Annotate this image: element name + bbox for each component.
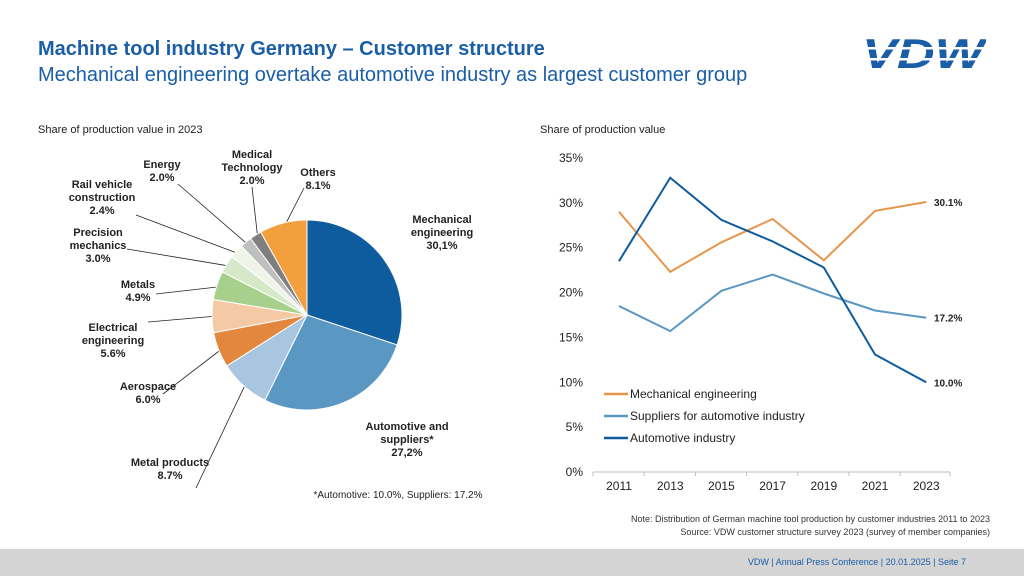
y-tick-label: 25% [559, 241, 583, 255]
pie-footnote: *Automotive: 10.0%, Suppliers: 17.2% [314, 490, 483, 501]
x-tick-label: 2015 [708, 479, 735, 493]
footer-bar: VDW | Annual Press Conference | 20.01.20… [0, 549, 1024, 576]
note-line: Note: Distribution of German machine too… [630, 514, 990, 524]
y-tick-label: 15% [559, 330, 583, 344]
legend-label-suppliers-for-automotive-industry: Suppliers for automotive industry [630, 409, 805, 423]
pie-label-mechanical-engineering: Mechanical engineering 30,1% [411, 214, 473, 252]
page-title: Machine tool industry Germany – Customer… [38, 38, 545, 60]
pie-label-energy: Energy 2.0% [143, 159, 181, 184]
x-tick-label: 2021 [862, 479, 889, 493]
source-note: Note: Distribution of German machine too… [631, 513, 990, 539]
pie-label-rail-vehicle-construction: Rail vehicle construction 2.4% [69, 179, 136, 217]
line-mechanical-engineering [618, 201, 927, 274]
y-tick-label: 35% [559, 151, 583, 165]
pie-label-others: Others 8.1% [300, 167, 335, 192]
pie-caption: Share of production value in 2023 [38, 124, 203, 136]
x-tick-label: 2013 [657, 479, 684, 493]
y-tick-label: 5% [566, 420, 584, 434]
pie-label-electrical-engineering: Electrical engineering 5.6% [82, 322, 144, 360]
series-suppliers-for-automotive-industry [618, 273, 927, 333]
leader-line-energy [177, 183, 249, 246]
series-mechanical-engineering [618, 201, 927, 274]
line-suppliers-for-automotive-industry [618, 273, 927, 333]
pie-label-automotive-and-suppliers: Automotive and suppliers* 27,2% [365, 421, 448, 459]
y-tick-label: 20% [559, 286, 583, 300]
end-label-mechanical-engineering: 30.1% [934, 198, 962, 209]
leader-line-precision-mechanics [126, 248, 231, 267]
line-caption: Share of production value [540, 124, 666, 136]
pie-slice-others [260, 219, 308, 317]
leader-line-metals [155, 286, 221, 295]
line-automotive-industry [618, 176, 927, 384]
x-tick-label: 2011 [606, 479, 632, 493]
leader-line-others [283, 187, 305, 228]
pie-label-medical-technology: Medical Technology 2.0% [222, 149, 284, 187]
logo-text: VDW [862, 34, 986, 74]
end-label-suppliers-for-automotive-industry: 17.2% [934, 314, 962, 325]
x-tick-label: 2023 [913, 479, 940, 493]
pie-chart: *Automotive: 10.0%, Suppliers: 17.2% Mec… [69, 149, 483, 501]
leader-line-aerospace [162, 348, 223, 395]
pie-label-metals: Metals 4.9% [121, 279, 155, 304]
legend-label-mechanical-engineering: Mechanical engineering [630, 387, 757, 401]
line-chart: 2011 2013 2015 2017 2019 2021 2023 0% 5% 10% 15% 20… [559, 151, 962, 493]
pie-slice-automotive-and-suppliers [264, 314, 398, 411]
y-tick-label: 0% [566, 465, 584, 479]
pie-label-metal-products: Metal products 8.7% [131, 457, 209, 482]
leader-line-medical-technology [251, 186, 259, 239]
pie-label-precision-mechanics: Precision mechanics 3.0% [70, 227, 127, 265]
legend: Mechanical engineering Suppliers for auto… [604, 387, 805, 445]
end-label-automotive-industry: 10.0% [934, 378, 962, 389]
x-tick-label: 2017 [759, 479, 786, 493]
page-subtitle: Mechanical engineering overtake automoti… [38, 64, 748, 86]
source-line: Source: VDW customer structure survey 20… [680, 527, 990, 537]
vdw-logo: VDW [860, 34, 986, 74]
footer-text: VDW | Annual Press Conference | 20.01.20… [747, 557, 966, 567]
pie-label-aerospace: Aerospace 6.0% [120, 381, 176, 406]
y-tick-label: 30% [559, 196, 583, 210]
legend-label-automotive-industry: Automotive industry [630, 431, 735, 445]
pie-slice-mechanical-engineering [306, 219, 403, 346]
leader-line-electrical-engineering [147, 315, 217, 323]
pie-leader-lines [126, 183, 305, 489]
leader-line-metal-products [195, 382, 247, 489]
series-automotive-industry [618, 176, 927, 384]
x-tick-label: 2019 [810, 479, 837, 493]
y-tick-label: 10% [559, 375, 583, 389]
leader-line-rail-vehicle-construction [135, 214, 240, 255]
